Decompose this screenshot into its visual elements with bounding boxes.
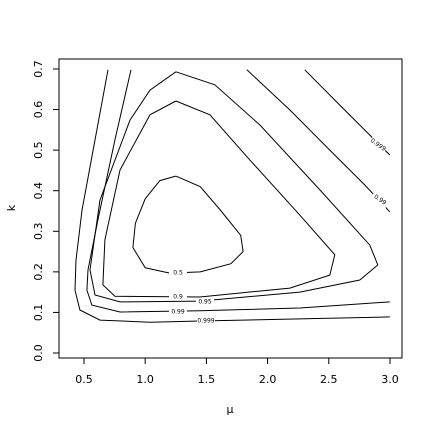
x-tick-label: 2.0 [259, 373, 277, 386]
plot-frame [58, 58, 403, 359]
contour-label: 0.99 [171, 309, 185, 316]
x-tick-label: 1.5 [198, 373, 216, 386]
y-tick-label: 0.5 [32, 141, 45, 159]
contour-label-bg [169, 269, 187, 277]
x-tick-label: 3.0 [381, 373, 399, 386]
x-axis-label: μ [227, 403, 234, 416]
y-tick-label: 0.6 [32, 101, 45, 119]
y-tick-label: 0.3 [32, 223, 45, 241]
y-tick-label: 0.7 [32, 60, 45, 78]
contour-label: 0.9 [173, 294, 183, 301]
contour-label: 0.95 [198, 299, 212, 306]
x-tick-label: 2.5 [320, 373, 338, 386]
y-tick-label: 0.0 [32, 344, 45, 362]
contour-line [86, 69, 391, 313]
contour-label-bg [169, 308, 187, 316]
contour-label-bg [370, 191, 390, 209]
y-axis-label: k [5, 204, 18, 211]
y-tick-label: 0.2 [32, 263, 45, 281]
contour-label: 0.999 [197, 318, 214, 325]
contour-label-bg [196, 298, 214, 306]
contour-label: 0.5 [173, 270, 183, 277]
contour-label-bg [197, 317, 215, 325]
contour-line [89, 71, 379, 303]
x-tick-label: 0.5 [75, 373, 93, 386]
contour-line [102, 100, 336, 298]
contour-label-bg [368, 136, 388, 154]
contour-line [132, 175, 244, 274]
x-tick-label: 1.0 [136, 373, 154, 386]
contour-label-bg [169, 293, 187, 301]
y-tick-label: 0.4 [32, 182, 45, 200]
y-tick-label: 0.1 [32, 304, 45, 322]
